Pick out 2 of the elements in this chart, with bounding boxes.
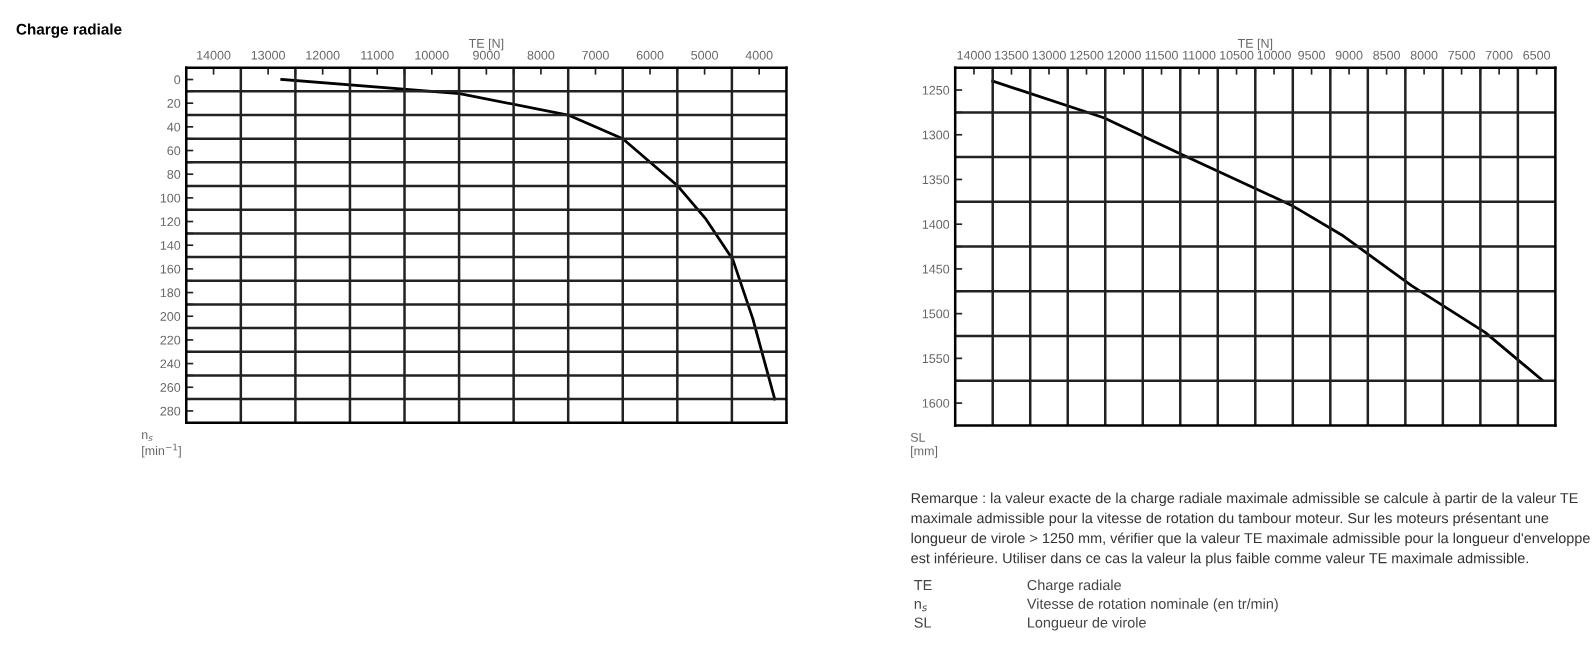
line-series (991, 79, 1544, 382)
line-series (280, 78, 777, 401)
